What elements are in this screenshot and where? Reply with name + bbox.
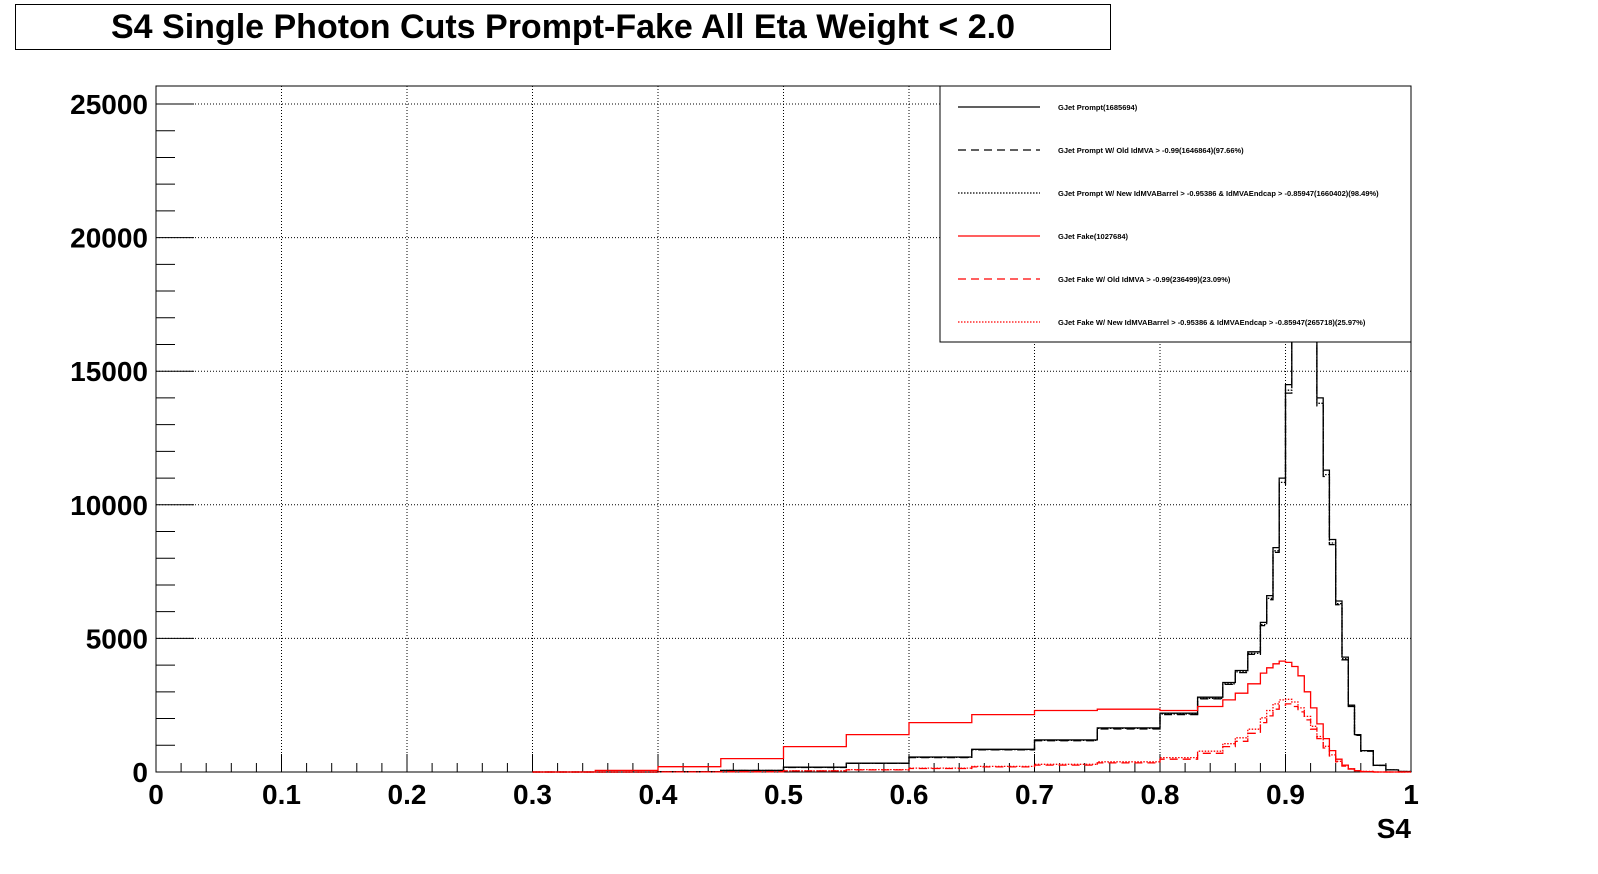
x-tick-label: 0 <box>148 779 164 810</box>
series-line-5 <box>532 698 1411 773</box>
legend: GJet Prompt(1685694) GJet Prompt W/ Old I… <box>939 85 1412 343</box>
x-tick-label: 0.5 <box>764 779 803 810</box>
y-tick-label: 20000 <box>70 223 148 254</box>
series-line-2 <box>532 244 1412 773</box>
x-tick-label: 0.7 <box>1015 779 1054 810</box>
y-tick-label: 0 <box>132 757 148 788</box>
legend-entry-label: GJet Prompt(1685694) <box>1058 103 1138 112</box>
x-tick-label: 0.8 <box>1141 779 1180 810</box>
x-axis-title: S4 <box>1377 813 1412 844</box>
legend-entry-label: GJet Fake W/ New IdMVABarrel > -0.95386 … <box>1058 318 1366 327</box>
legend-box <box>939 85 1412 343</box>
axes: 0 0.1 0.2 0.3 0.4 0.5 0.6 0.7 0.8 0.9 1 0 5000 10000 1… <box>70 89 1419 810</box>
chart-title-box: S4 Single Photon Cuts Prompt-Fake All Et… <box>15 4 1111 50</box>
x-tick-label: 0.9 <box>1266 779 1305 810</box>
x-tick-label: 0.2 <box>388 779 427 810</box>
legend-entry-label: GJet Prompt W/ New IdMVABarrel > -0.9538… <box>1058 189 1379 198</box>
y-tick-label: 10000 <box>70 490 148 521</box>
y-tick-label: 25000 <box>70 89 148 120</box>
x-tick-label: 0.1 <box>262 779 301 810</box>
legend-entry-label: GJet Fake W/ Old IdMVA > -0.99(236499)(2… <box>1058 275 1231 284</box>
legend-entry-label: GJet Fake(1027684) <box>1058 232 1129 241</box>
x-tick-label: 0.3 <box>513 779 552 810</box>
y-tick-label: 15000 <box>70 356 148 387</box>
x-tick-label: 0.6 <box>890 779 929 810</box>
x-tick-label: 0.4 <box>639 779 678 810</box>
y-tick-label: 5000 <box>86 623 148 654</box>
x-tick-label: 1 <box>1403 779 1419 810</box>
legend-entry-label: GJet Prompt W/ Old IdMVA > -0.99(1646864… <box>1058 146 1244 155</box>
chart-title: S4 Single Photon Cuts Prompt-Fake All Et… <box>111 7 1015 46</box>
series-layer <box>532 236 1412 773</box>
